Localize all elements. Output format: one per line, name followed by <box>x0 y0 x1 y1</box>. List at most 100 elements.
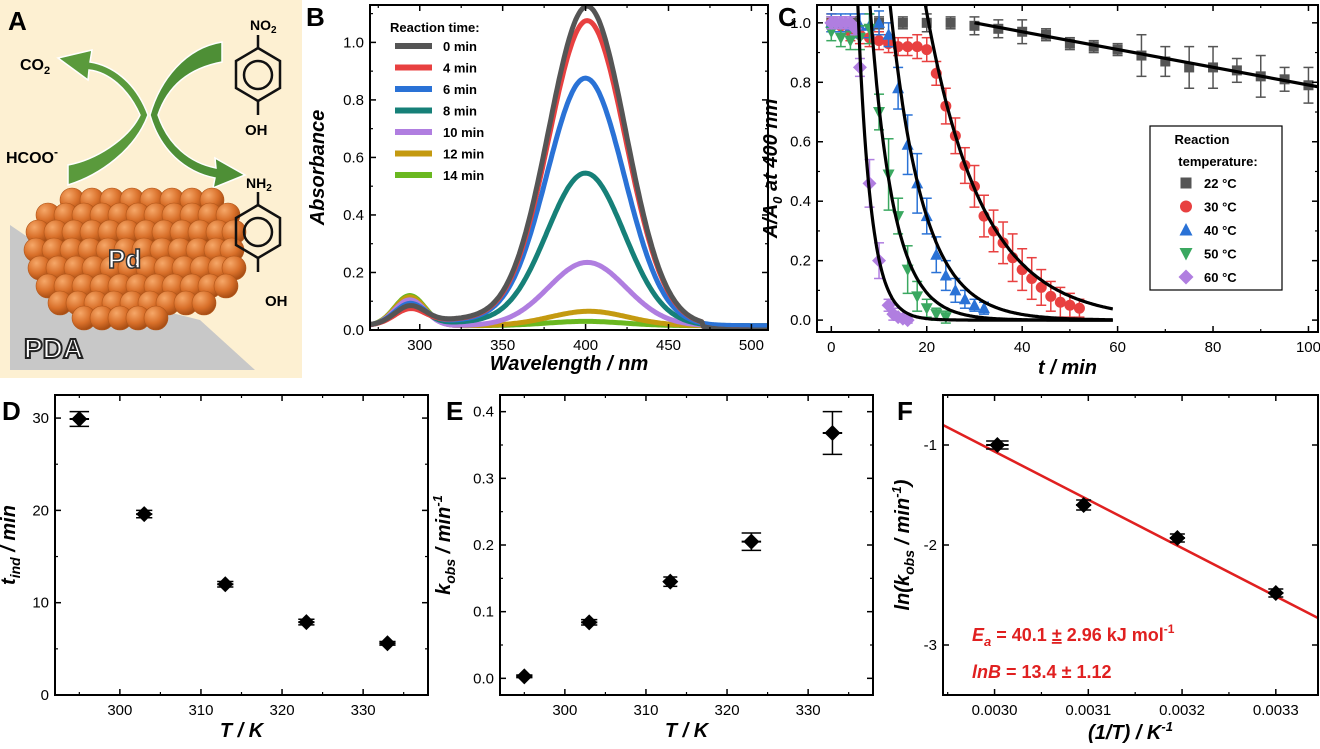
data-point <box>1035 281 1047 293</box>
x-tick-label: 320 <box>715 702 740 719</box>
x-tick-label: 300 <box>107 702 132 719</box>
plot-frame-b <box>369 4 769 331</box>
legend-label: 60 °C <box>1204 270 1237 285</box>
x-tick-label: 400 <box>573 337 598 354</box>
panel-letter-d: D <box>2 396 21 426</box>
kinetic-data <box>824 5 1318 328</box>
legend-title: Reaction <box>1175 132 1230 147</box>
data-point <box>921 44 933 56</box>
x-tick-label: 450 <box>656 337 681 354</box>
panel-d-induction-time: D 300 310 320 330 0 10 20 30 T / K tind / min <box>0 394 429 742</box>
activation-energy-annotation: Ea = 40.1 ± 2.96 kJ mol-1 <box>972 622 1175 649</box>
spectra-lines <box>370 5 768 330</box>
panel-letter-f: F <box>897 396 913 426</box>
pd-sphere <box>143 305 169 331</box>
pd-sphere <box>191 290 217 316</box>
legend-label: 14 min <box>443 168 484 183</box>
y-tick-label: 1.0 <box>343 34 364 51</box>
legend-marker <box>1178 269 1194 285</box>
y-tick-label: 0.0 <box>343 322 364 339</box>
data-point <box>968 298 981 311</box>
data-point <box>1267 585 1284 601</box>
data-point <box>662 573 679 590</box>
legend-marker <box>1179 248 1193 261</box>
data-point <box>581 614 598 631</box>
nitrophenol-structure <box>234 35 282 115</box>
induction-time-data <box>69 410 396 652</box>
data-point <box>825 26 838 39</box>
y-axis-label-e: kobs / min-1 <box>430 495 458 595</box>
x-tick-label: 300 <box>407 337 432 354</box>
panel-letter-b: B <box>306 2 325 32</box>
fit-curve <box>974 21 1318 89</box>
legend-c: Reaction temperature: 22 °C 30 °C 40 °C 50 °C… <box>1149 125 1283 291</box>
data-point <box>902 41 914 53</box>
formate-label: HCOO- <box>6 145 58 167</box>
y-axis-label-b: Absorbance <box>307 110 329 227</box>
y-axis-label-c: A/A0 at 400 nm <box>760 99 785 240</box>
x-tick-label: 330 <box>796 702 821 719</box>
pd-sphere <box>213 273 239 299</box>
data-point <box>743 533 760 550</box>
x-tick-label: 330 <box>351 702 376 719</box>
pda-substrate <box>10 225 255 370</box>
x-tick-label: 350 <box>490 337 515 354</box>
reaction-arrows <box>56 41 247 190</box>
plot-frame-e <box>499 394 874 696</box>
axis-ticks-b: 300 350 400 450 500 0.0 0.2 0.4 0.6 0.8 1.0 <box>343 5 768 354</box>
panel-a-schematic: A Pd PDA CO2 HCOO- NO2 OH NH2 <box>0 0 302 378</box>
nitro-group-label: NO2 <box>250 17 277 36</box>
axis-ticks-e: 300 310 320 330 0.0 0.1 0.2 0.3 0.4 <box>473 395 873 719</box>
legend-label: 8 min <box>443 104 477 119</box>
x-tick-label: 0 <box>827 339 835 356</box>
y-tick-label: 0.4 <box>343 207 364 224</box>
pd-label: Pd <box>108 244 141 274</box>
x-tick-label: 300 <box>552 702 577 719</box>
amine-group-label: NH2 <box>246 175 272 194</box>
x-axis-label-d: T / K <box>220 720 265 742</box>
data-point <box>217 576 234 593</box>
legend-title: Reaction time: <box>390 20 480 35</box>
x-tick-label: 0.0033 <box>1253 702 1299 719</box>
data-point <box>873 35 885 47</box>
x-tick-label: 0.0032 <box>1159 702 1205 719</box>
panel-letter-c: C <box>778 2 797 32</box>
data-point <box>945 17 956 28</box>
legend-label: 22 °C <box>1204 176 1237 191</box>
plot-frame-c <box>816 4 1319 333</box>
y-tick-label: -1 <box>924 437 937 454</box>
data-point <box>911 41 923 53</box>
x-tick-label: 0.0030 <box>972 702 1018 719</box>
formate-to-co2-arrow <box>56 49 149 187</box>
y-tick-label: 0.3 <box>473 470 494 487</box>
data-point <box>1064 299 1076 311</box>
data-point <box>949 283 962 296</box>
data-point <box>1075 497 1092 513</box>
clipped-data <box>824 5 1318 328</box>
y-tick-label: 10 <box>32 595 49 612</box>
y-tick-label: 0.1 <box>473 604 494 621</box>
data-point <box>71 411 88 427</box>
y-tick-label: 1.0 <box>790 15 811 32</box>
y-axis-label-f: ln(kobs / min-1) <box>889 479 917 610</box>
x-tick-label: 310 <box>188 702 213 719</box>
x-axis-label-c: t / min <box>1038 357 1097 379</box>
co2-label: CO2 <box>20 57 50 77</box>
data-point <box>873 16 886 28</box>
oh-top-label: OH <box>245 122 268 139</box>
oh-bottom-label: OH <box>265 293 288 310</box>
data-point <box>969 20 980 31</box>
data-point <box>824 425 841 441</box>
data-point <box>1064 38 1075 49</box>
y-tick-label: 0.6 <box>790 134 811 151</box>
legend-label: 6 min <box>443 82 477 97</box>
x-tick-label: 310 <box>633 702 658 719</box>
data-point <box>1136 50 1147 61</box>
data-point <box>298 614 315 631</box>
x-axis-label-e: T / K <box>665 720 710 742</box>
legend-label: 10 min <box>443 125 484 140</box>
data-point <box>516 668 533 685</box>
legend-label: 30 °C <box>1204 200 1237 215</box>
y-tick-label: 0.6 <box>343 149 364 166</box>
data-point <box>136 506 153 523</box>
